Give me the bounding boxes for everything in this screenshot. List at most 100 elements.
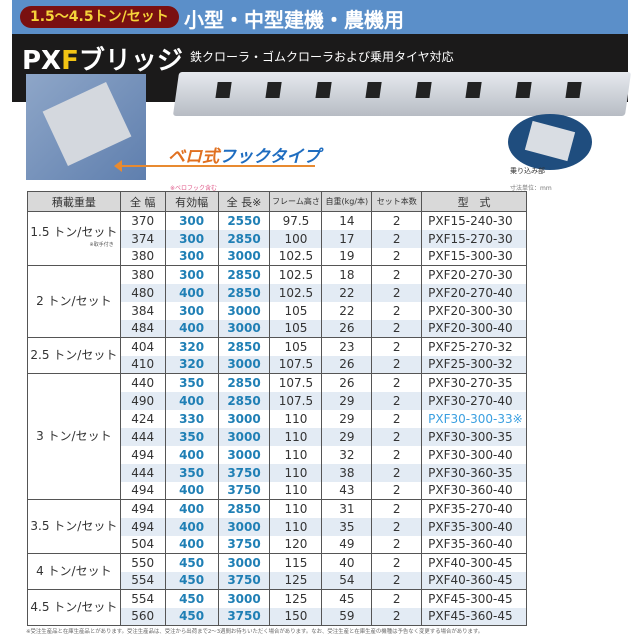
table-row: 3 トン/セット 440 350 2850 107.5 26 2 PXF30-270-35 [27, 373, 527, 500]
effective-width-cell: 350 [164, 373, 219, 392]
table-row: 384 300 3000 105 22 2 PXF20-300-30 [28, 301, 527, 320]
model-cell: PXF20-300-40 [421, 319, 527, 338]
load-capacity: 3 トン/セット [36, 429, 112, 443]
table-row: 2.5 トン/セット 404 320 2850 105 23 2 PXF25-270-32 [27, 337, 527, 374]
frame-height-cell: 110 [269, 517, 323, 536]
length-cell: 2550 [217, 211, 271, 230]
width-cell: 490 [119, 391, 166, 410]
model-cell: PXF45-360-45 [421, 607, 527, 626]
set-count-cell: 2 [371, 247, 423, 266]
frame-height-cell: 125 [269, 589, 323, 608]
length-cell: 3000 [217, 301, 271, 320]
weight-cell: 59 [321, 607, 373, 626]
frame-height-cell: 110 [269, 463, 323, 482]
effective-width-cell: 450 [164, 589, 219, 608]
effective-width-cell: 450 [164, 571, 219, 590]
handle-note: ※取手付き [89, 241, 114, 248]
frame-height-cell: 110 [269, 445, 323, 464]
frame-height-cell: 110 [269, 409, 323, 428]
column-header: フレーム高さ [269, 191, 323, 212]
set-count-cell: 2 [371, 553, 423, 572]
table-row: 504 400 3750 120 49 2 PXF35-360-40 [28, 535, 527, 554]
effective-width-cell: 300 [164, 247, 219, 266]
frame-height-cell: 102.5 [269, 265, 323, 284]
effective-width-cell: 400 [164, 283, 219, 302]
weight-cell: 14 [321, 211, 373, 230]
load-capacity: 4.5 トン/セット [30, 600, 118, 614]
model-cell: PXF40-300-45 [421, 553, 527, 572]
width-cell: 374 [119, 229, 166, 248]
frame-height-cell: 120 [269, 535, 323, 554]
length-cell: 2850 [217, 337, 271, 356]
model-cell: PXF30-300-35 [421, 427, 527, 446]
model-cell: PXF25-300-32 [421, 355, 527, 374]
frame-height-cell: 110 [269, 427, 323, 446]
frame-height-cell: 105 [269, 337, 323, 356]
length-cell: 3750 [217, 463, 271, 482]
table-row: 554 450 3750 125 54 2 PXF40-360-45 [28, 571, 527, 590]
effective-width-cell: 400 [164, 319, 219, 338]
width-cell: 410 [119, 355, 166, 374]
model-cell: PXF30-270-40 [421, 391, 527, 410]
weight-cell: 31 [321, 499, 373, 518]
set-count-cell: 2 [371, 499, 423, 518]
length-cell: 3000 [217, 247, 271, 266]
model-cell: PXF45-300-45 [421, 589, 527, 608]
table-row: 380 300 3000 102.5 19 2 PXF15-300-30 [28, 247, 527, 266]
model-cell: PXF40-360-45 [421, 571, 527, 590]
frame-height-cell: 107.5 [269, 355, 323, 374]
width-cell: 560 [119, 607, 166, 626]
set-count-cell: 2 [371, 535, 423, 554]
length-cell: 2850 [217, 283, 271, 302]
frame-height-cell: 110 [269, 481, 323, 500]
effective-width-cell: 350 [164, 427, 219, 446]
width-cell: 370 [119, 211, 166, 230]
footer-note: ※受注生産品と在庫生産品とがあります。受注生産品は、受注から出荷まで2～3週間お… [26, 629, 484, 635]
length-note: ※ベロフック含む [170, 185, 218, 192]
arrow-icon [114, 160, 315, 172]
set-count-cell: 2 [371, 571, 423, 590]
column-header: 有効幅 [164, 191, 219, 212]
table-row: 484 400 3000 105 26 2 PXF20-300-40 [28, 319, 527, 338]
boarding-part-image [508, 114, 592, 170]
model-cell: PXF30-270-35 [421, 373, 527, 392]
weight-cell: 29 [321, 409, 373, 428]
length-cell: 3750 [217, 481, 271, 500]
table-row: 494 400 3000 110 32 2 PXF30-300-40 [28, 445, 527, 464]
set-count-cell: 2 [371, 373, 423, 392]
table-row: 480 400 2850 102.5 22 2 PXF20-270-40 [28, 283, 527, 302]
table-row: 424 330 3000 110 29 2 PXF30-300-33※ [28, 409, 527, 428]
length-cell: 2850 [217, 373, 271, 392]
hook-label-a: ベロ式 [168, 147, 219, 167]
weight-cell: 26 [321, 319, 373, 338]
load-capacity-cell: 2 トン/セット [27, 265, 121, 338]
set-count-cell: 2 [371, 283, 423, 302]
length-cell: 3000 [217, 589, 271, 608]
model-cell: PXF15-240-30 [421, 211, 527, 230]
load-capacity-cell: 3 トン/セット [27, 373, 121, 500]
load-capacity-cell: 1.5 トン/セット ※取手付き [27, 211, 121, 266]
width-cell: 380 [119, 265, 166, 284]
width-cell: 550 [119, 553, 166, 572]
load-capacity: 1.5 トン/セット [30, 224, 118, 239]
product-name: PXFブリッジ [22, 40, 183, 77]
hook-type-label: ベロ式フックタイプ [168, 142, 320, 167]
width-cell: 504 [119, 535, 166, 554]
model-cell: PXF15-270-30 [421, 229, 527, 248]
set-count-cell: 2 [371, 319, 423, 338]
table-row: 560 450 3750 150 59 2 PXF45-360-45 [28, 607, 527, 626]
load-capacity-cell: 4 トン/セット [27, 553, 121, 590]
column-header: 型 式 [421, 191, 527, 212]
boarding-part-label: 乗り込み部 [510, 167, 545, 175]
width-cell: 380 [119, 247, 166, 266]
effective-width-cell: 400 [164, 445, 219, 464]
length-cell: 2850 [217, 265, 271, 284]
category-title: 小型・中型建機・農機用 [184, 8, 404, 32]
table-row: 490 400 2850 107.5 29 2 PXF30-270-40 [28, 391, 527, 410]
set-count-cell: 2 [371, 445, 423, 464]
unit-note: 寸法単位：mm [510, 185, 552, 192]
weight-cell: 26 [321, 355, 373, 374]
set-count-cell: 2 [371, 409, 423, 428]
length-cell: 2850 [217, 499, 271, 518]
weight-cell: 22 [321, 283, 373, 302]
